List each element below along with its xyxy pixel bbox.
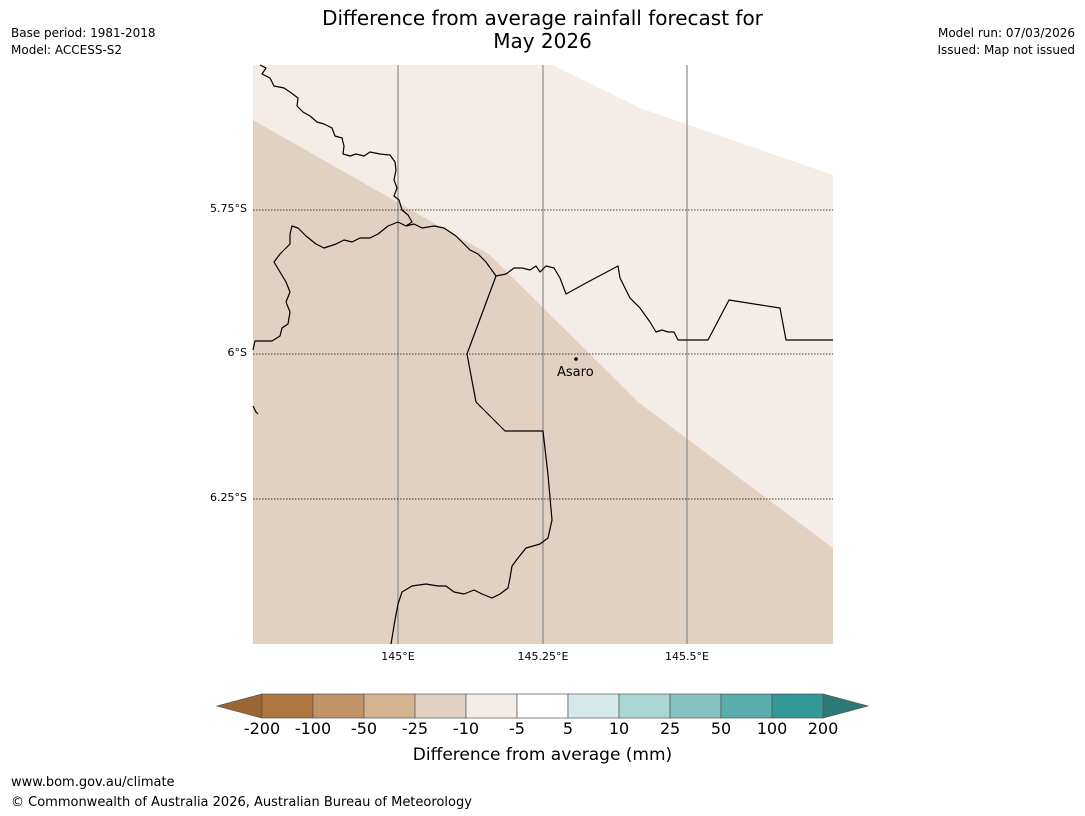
colorbar-swatch: [363, 693, 416, 719]
colorbar-tick-label: -10: [452, 719, 480, 738]
map-area: [252, 64, 833, 645]
colorbar-swatch: [567, 693, 620, 719]
lon-label-145-25e: 145.25°E: [517, 650, 569, 663]
base-period-text: Base period: 1981-2018: [11, 26, 156, 40]
lon-label-145e: 145°E: [381, 650, 415, 663]
colorbar-title: Difference from average (mm): [412, 745, 673, 765]
colorbar-tick-label: -100: [294, 719, 332, 738]
asaro-marker: [574, 357, 578, 361]
metadata-left: Base period: 1981-2018 Model: ACCESS-S2: [11, 25, 156, 59]
colorbar-swatch: [669, 693, 722, 719]
metadata-right: Model run: 07/03/2026 Issued: Map not is…: [937, 25, 1075, 59]
colorbar-swatch: [771, 693, 824, 719]
colorbar-swatch: [516, 693, 569, 719]
map-title: Difference from average rainfall forecas…: [0, 7, 1085, 53]
province-boundaries: [252, 64, 833, 645]
map-title-line2: May 2026: [493, 29, 592, 53]
colorbar-extend-high: [822, 693, 870, 719]
model-run-text: Model run: 07/03/2026: [937, 26, 1075, 40]
issued-text: Issued: Map not issued: [937, 43, 1075, 57]
colorbar-extend-low: [215, 693, 263, 719]
colorbar-tick-label: 10: [608, 719, 630, 738]
colorbar-tick-label: 100: [756, 719, 788, 738]
asaro-label: Asaro: [557, 365, 594, 380]
colorbar-tick-label: -5: [509, 719, 525, 738]
lat-label-6-25s: 6.25°S: [210, 491, 247, 504]
colorbar-tick-label: -200: [243, 719, 281, 738]
map-title-line1: Difference from average rainfall forecas…: [322, 6, 763, 30]
colorbar-swatch: [261, 693, 314, 719]
lon-label-145-5e: 145.5°E: [665, 650, 709, 663]
colorbar-swatch: [618, 693, 671, 719]
colorbar-swatch: [414, 693, 467, 719]
colorbar: [215, 693, 870, 719]
colorbar-tick-label: 25: [659, 719, 681, 738]
colorbar-tick-label: -25: [401, 719, 429, 738]
colorbar-tick-label: -50: [350, 719, 378, 738]
colorbar-tick-label: 200: [807, 719, 839, 738]
colorbar-tick-label: 50: [710, 719, 732, 738]
colorbar-swatch: [465, 693, 518, 719]
colorbar-tick-label: 5: [562, 719, 574, 738]
footer-copyright: © Commonwealth of Australia 2026, Austra…: [11, 795, 472, 810]
footer-url: www.bom.gov.au/climate: [11, 775, 175, 790]
colorbar-swatch: [312, 693, 365, 719]
lat-label-6s: 6°S: [227, 346, 247, 359]
lat-label-5-75s: 5.75°S: [210, 202, 247, 215]
colorbar-swatch: [720, 693, 773, 719]
model-text: Model: ACCESS-S2: [11, 43, 123, 57]
